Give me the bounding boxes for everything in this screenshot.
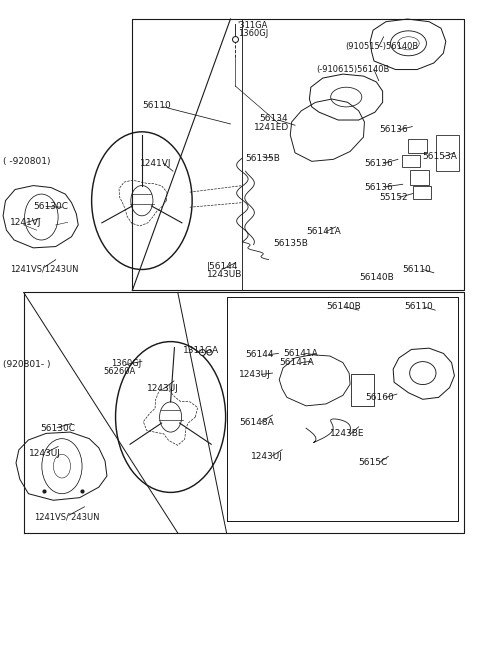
Text: 56153A: 56153A: [422, 152, 457, 161]
Text: 1241VJ: 1241VJ: [10, 217, 42, 227]
Text: 5615C: 5615C: [359, 459, 388, 467]
Text: 1241VS/1243UN: 1241VS/1243UN: [10, 265, 79, 274]
Text: 1243BE: 1243BE: [330, 429, 364, 438]
Text: 55152: 55152: [379, 193, 408, 202]
Bar: [413, 185, 431, 198]
Text: 56110: 56110: [403, 265, 432, 274]
Text: |56144: |56144: [206, 261, 238, 271]
Text: 1243UB: 1243UB: [206, 270, 242, 279]
Bar: [351, 374, 374, 406]
Text: 56141A: 56141A: [283, 349, 318, 358]
Text: 1243UJ: 1243UJ: [147, 384, 179, 394]
Text: 56141A: 56141A: [306, 227, 341, 236]
Text: 56160: 56160: [365, 393, 394, 402]
Bar: [408, 139, 427, 154]
Text: 1360GJ: 1360GJ: [111, 359, 141, 368]
Text: 56110: 56110: [142, 101, 170, 110]
Text: 56148A: 56148A: [239, 418, 274, 427]
Text: 56136: 56136: [364, 183, 393, 192]
Bar: [402, 156, 420, 168]
Text: 56140B: 56140B: [326, 302, 361, 311]
Text: (-910615)56140B: (-910615)56140B: [317, 65, 390, 74]
Text: 1241VS/'243UN: 1241VS/'243UN: [34, 512, 100, 521]
Text: 56260A: 56260A: [104, 367, 136, 376]
Text: 1311GA: 1311GA: [182, 346, 219, 355]
Text: 56140B: 56140B: [360, 273, 395, 282]
Text: 1243UJ: 1243UJ: [239, 370, 270, 379]
Text: 1360GJ: 1360GJ: [238, 29, 268, 38]
Text: 1243UJ: 1243UJ: [29, 449, 61, 457]
Text: 56135B: 56135B: [245, 154, 280, 162]
Text: 1241ED: 1241ED: [254, 123, 289, 131]
Text: 56130C: 56130C: [33, 202, 68, 211]
Text: (920801- ): (920801- ): [3, 360, 50, 369]
Text: 56136: 56136: [364, 159, 393, 168]
Text: 56134: 56134: [259, 114, 288, 124]
Text: 56144: 56144: [245, 350, 273, 359]
Text: 1243UJ: 1243UJ: [251, 452, 282, 461]
Text: 1241VJ: 1241VJ: [140, 159, 171, 168]
Text: 56141A: 56141A: [279, 358, 314, 367]
Text: (910515-)56140B: (910515-)56140B: [345, 42, 419, 51]
Text: 56135B: 56135B: [274, 238, 308, 248]
Text: 56110: 56110: [404, 302, 433, 311]
Text: ( -920801): ( -920801): [3, 157, 50, 166]
Text: '311GA: '311GA: [238, 21, 268, 30]
Bar: [410, 171, 429, 185]
Bar: [436, 135, 459, 171]
Text: 56130C: 56130C: [40, 424, 75, 433]
Text: 56136: 56136: [379, 125, 408, 134]
